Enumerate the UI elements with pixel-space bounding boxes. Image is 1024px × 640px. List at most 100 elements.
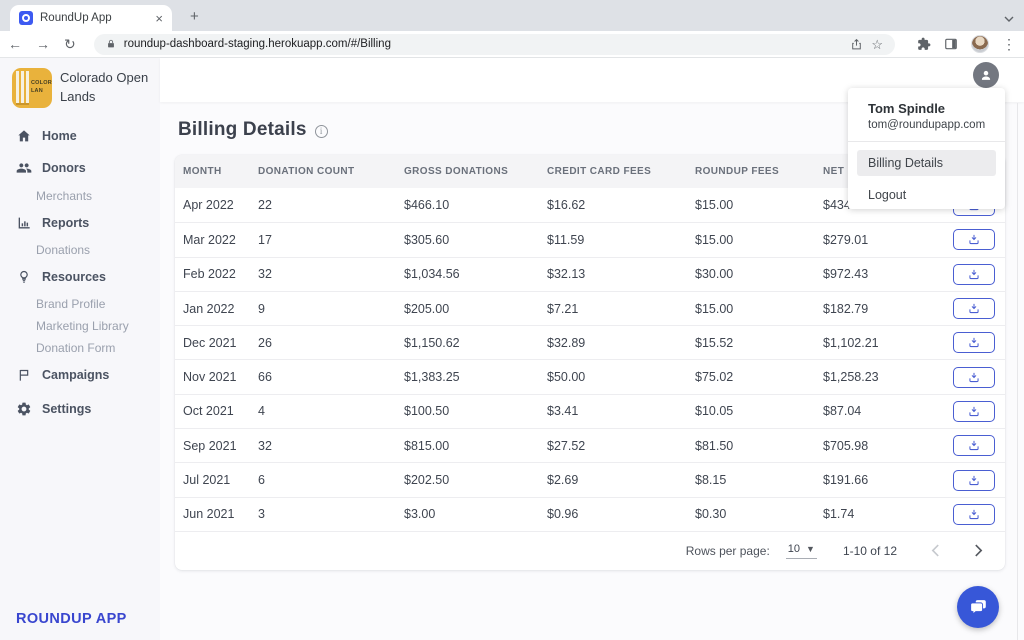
download-icon — [969, 372, 979, 382]
download-icon — [969, 303, 979, 314]
browser-tab[interactable]: RoundUp App × — [10, 5, 172, 31]
reload-icon[interactable]: ↻ — [64, 36, 76, 52]
table-row: Dec 2021 26 $1,150.62 $32.89 $15.52 $1,1… — [175, 325, 1005, 359]
menu-item-billing-details[interactable]: Billing Details — [857, 150, 996, 176]
tab-title: RoundUp App — [40, 12, 112, 24]
forward-icon[interactable]: → — [36, 36, 50, 52]
rows-per-page-label: Rows per page: — [685, 543, 770, 558]
kebab-menu-icon[interactable]: ⋮ — [1002, 36, 1016, 52]
new-tab-button[interactable]: + — [190, 8, 199, 25]
share-icon[interactable] — [850, 38, 863, 51]
roundup-app-logo: ROUNDUP APP — [16, 611, 127, 627]
credit-card-fees-cell: $7.21 — [547, 301, 579, 316]
page-title: Billing Details — [178, 119, 307, 140]
month-cell: Nov 2021 — [183, 370, 237, 385]
month-cell: Feb 2022 — [183, 267, 236, 282]
roundup-fees-cell: $0.30 — [695, 507, 727, 522]
download-statement-button[interactable] — [953, 332, 995, 354]
download-statement-button[interactable] — [953, 366, 995, 388]
roundup-fees-cell: $75.02 — [695, 370, 734, 385]
roundup-fees-cell: $30.00 — [695, 267, 734, 282]
sidebar-item-reports[interactable]: Reports — [0, 213, 160, 233]
user-avatar-button[interactable] — [973, 62, 999, 88]
download-statement-button[interactable] — [953, 503, 995, 525]
download-statement-button[interactable] — [953, 435, 995, 457]
main-content: Billing Details i MONTH DONATION COUNT G… — [160, 58, 1024, 640]
credit-card-fees-cell: $3.41 — [547, 404, 579, 419]
roundup-favicon-icon — [19, 11, 33, 25]
roundup-fees-cell: $15.00 — [695, 198, 734, 213]
chevron-right-icon — [975, 545, 983, 557]
settings-icon — [17, 402, 31, 416]
url-bar[interactable]: roundup-dashboard-staging.herokuapp.com/… — [93, 33, 895, 55]
tab-close-icon[interactable]: × — [155, 10, 163, 26]
download-statement-button[interactable] — [953, 400, 995, 422]
sidebar-item-marketing-library[interactable]: Marketing Library — [36, 319, 129, 333]
month-cell: Dec 2021 — [183, 335, 237, 350]
gross-donations-cell: $305.60 — [404, 232, 450, 247]
table-row: Sep 2021 32 $815.00 $27.52 $81.50 $705.9… — [175, 428, 1005, 462]
rows-per-page-select[interactable]: 10 ▼ — [785, 543, 817, 559]
info-icon[interactable]: i — [314, 124, 328, 138]
profile-photo-avatar[interactable] — [971, 35, 989, 53]
sidebar-item-brand-profile[interactable]: Brand Profile — [36, 297, 106, 311]
table-rows: Apr 2022 22 $466.10 $16.62 $15.00 $434.4… — [175, 188, 1005, 531]
gross-donations-cell: $1,150.62 — [404, 335, 460, 350]
tab-search-chevron-icon[interactable] — [1004, 9, 1014, 27]
download-statement-button[interactable] — [953, 298, 995, 320]
sidebar-item-settings[interactable]: Settings — [0, 399, 160, 419]
browser-toolbar: ← → ↻ roundup-dashboard-staging.herokuap… — [0, 31, 1024, 58]
donation-count-cell: 17 — [258, 232, 272, 247]
credit-card-fees-cell: $0.96 — [547, 507, 579, 522]
month-cell: Jul 2021 — [183, 473, 231, 488]
extensions-icon[interactable] — [917, 37, 931, 51]
sidebar-item-home[interactable]: Home — [0, 126, 160, 146]
donation-count-cell: 6 — [258, 473, 265, 488]
donation-count-cell: 22 — [258, 198, 272, 213]
sidebar-item-campaigns[interactable]: Campaigns — [0, 365, 160, 385]
column-header-credit-card-fees: CREDIT CARD FEES — [547, 166, 652, 177]
chat-widget-button[interactable] — [957, 586, 999, 628]
month-cell: Mar 2022 — [183, 232, 236, 247]
gross-donations-cell: $815.00 — [404, 438, 450, 453]
tab-strip: RoundUp App × + — [0, 0, 1024, 31]
sidebar-item-resources[interactable]: Resources — [0, 267, 160, 287]
next-page-button[interactable] — [974, 544, 983, 557]
menu-item-logout[interactable]: Logout — [868, 188, 907, 202]
side-panel-icon[interactable] — [944, 37, 958, 51]
donors-icon — [16, 163, 32, 173]
gross-donations-cell: $1,383.25 — [404, 370, 460, 385]
month-cell: Jun 2021 — [183, 507, 235, 522]
donation-count-cell: 32 — [258, 267, 272, 282]
credit-card-fees-cell: $11.59 — [547, 232, 585, 247]
roundup-fees-cell: $10.05 — [695, 404, 734, 419]
org-logo: COLOR LAN — [12, 68, 52, 108]
previous-page-button[interactable] — [931, 544, 940, 557]
table-pagination: Rows per page: 10 ▼ 1-10 of 12 — [175, 530, 1005, 570]
chat-bubbles-icon — [970, 600, 986, 615]
credit-card-fees-cell: $16.62 — [547, 198, 586, 213]
resources-icon — [20, 270, 28, 283]
sidebar-item-donors[interactable]: Donors — [0, 158, 160, 178]
net-donations-cell: $705.98 — [823, 438, 869, 453]
net-donations-cell: $87.04 — [823, 404, 862, 419]
table-row: Nov 2021 66 $1,383.25 $50.00 $75.02 $1,2… — [175, 359, 1005, 393]
download-statement-button[interactable] — [953, 263, 995, 285]
back-icon[interactable]: ← — [8, 36, 22, 52]
sidebar-item-merchants[interactable]: Merchants — [36, 189, 93, 203]
org-header: COLOR LAN Colorado Open Lands — [0, 58, 160, 108]
download-statement-button[interactable] — [953, 229, 995, 251]
column-header-donation-count: DONATION COUNT — [258, 166, 355, 177]
month-cell: Oct 2021 — [183, 404, 234, 419]
sidebar-item-donation-form[interactable]: Donation Form — [36, 341, 116, 355]
donation-count-cell: 66 — [258, 370, 272, 385]
sidebar-item-donations[interactable]: Donations — [36, 243, 91, 257]
credit-card-fees-cell: $2.69 — [547, 473, 579, 488]
download-statement-button[interactable] — [953, 469, 995, 491]
bookmark-star-icon[interactable]: ☆ — [871, 36, 883, 52]
donation-count-cell: 3 — [258, 507, 265, 522]
gross-donations-cell: $466.10 — [404, 198, 450, 213]
donation-count-cell: 4 — [258, 404, 265, 419]
month-cell: Sep 2021 — [183, 438, 237, 453]
user-name: Tom Spindle — [868, 101, 946, 116]
